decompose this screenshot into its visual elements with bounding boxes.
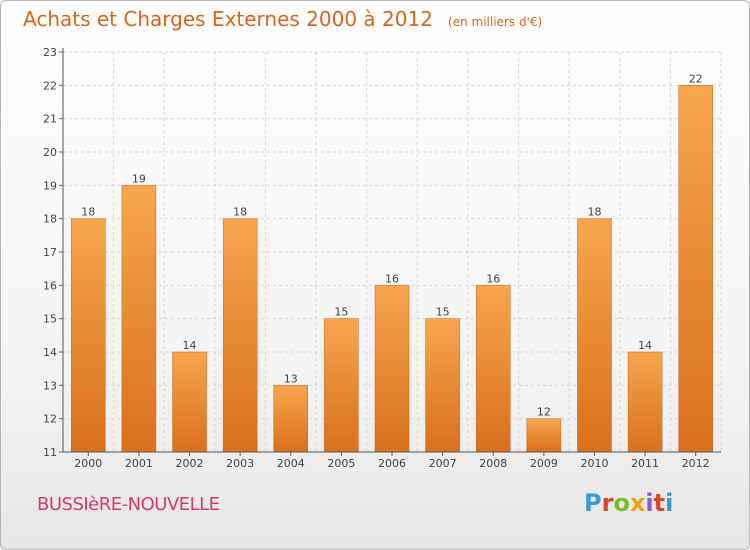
bar-2005 — [324, 318, 359, 453]
x-tick-label: 2011 — [631, 457, 659, 470]
title-row: Achats et Charges Externes 2000 à 2012 (… — [23, 7, 542, 31]
bar-value-label: 16 — [385, 272, 399, 285]
bars: 18 19 14 18 13 15 16 15 16 12 18 14 22 — [71, 72, 713, 453]
y-tick-label: 22 — [43, 79, 57, 92]
chart-title: Achats et Charges Externes 2000 à 2012 — [23, 7, 433, 31]
y-tick-label: 18 — [43, 213, 57, 226]
bar-2008 — [475, 285, 511, 453]
bar-2004 — [273, 385, 309, 453]
commune-name: BUSSIèRE-NOUVELLE — [37, 494, 220, 515]
y-tick-label: 21 — [43, 113, 57, 126]
y-tick-label: 17 — [43, 246, 57, 259]
bar-2000 — [71, 218, 106, 453]
bar-2006 — [374, 285, 410, 453]
bar-value-label: 22 — [689, 72, 703, 85]
bar-value-label: 14 — [638, 339, 652, 352]
y-tick-label: 15 — [43, 313, 57, 326]
bar-value-label: 13 — [284, 372, 298, 385]
y-tick-label: 23 — [43, 46, 57, 59]
bar-value-label: 14 — [183, 339, 197, 352]
bar-value-label: 15 — [334, 306, 348, 319]
x-tick-label: 2004 — [277, 457, 305, 470]
x-tick-label: 2006 — [378, 457, 406, 470]
y-tick-label: 12 — [43, 413, 57, 426]
y-tick-label: 14 — [43, 346, 57, 359]
x-tick-label: 2003 — [226, 457, 254, 470]
chart-unit: (en milliers d'€) — [448, 15, 543, 29]
y-tick-label: 13 — [43, 379, 57, 392]
proxiti-logo[interactable]: Proxiti — [584, 489, 673, 517]
bar-value-label: 16 — [486, 272, 500, 285]
logo-letter: P — [584, 489, 602, 517]
bar-2011 — [627, 351, 663, 453]
bar-value-label: 12 — [537, 406, 551, 419]
logo-letter: o — [613, 489, 630, 517]
logo-letter: x — [629, 489, 646, 517]
x-tick-label: 2012 — [682, 457, 710, 470]
bar-2002 — [172, 351, 207, 453]
x-tick-label: 2007 — [429, 457, 457, 470]
y-tick-label: 16 — [43, 279, 57, 292]
x-tick-label: 2008 — [479, 457, 507, 470]
x-tick-label: 2000 — [74, 457, 102, 470]
x-tick-label: 2001 — [125, 457, 153, 470]
y-tick-label: 20 — [43, 146, 57, 159]
bar-value-label: 15 — [436, 306, 450, 319]
y-tick-label: 11 — [43, 446, 57, 459]
bar-2003 — [222, 218, 258, 453]
logo-letter: r — [601, 489, 614, 517]
bar-2012 — [678, 85, 713, 453]
bar-value-label: 18 — [81, 206, 95, 219]
x-tick-label: 2009 — [530, 457, 558, 470]
bar-2010 — [577, 218, 612, 453]
bar-value-label: 18 — [587, 206, 601, 219]
x-tick-label: 2005 — [327, 457, 355, 470]
logo-letter: i — [645, 489, 654, 517]
bar-2007 — [425, 318, 460, 453]
bar-value-label: 18 — [233, 206, 247, 219]
x-tick-label: 2002 — [176, 457, 204, 470]
y-tick-label: 19 — [43, 179, 57, 192]
logo-letter: t — [653, 489, 666, 517]
bar-2001 — [121, 185, 157, 453]
bar-2009 — [526, 418, 562, 453]
x-tick-label: 2010 — [580, 457, 608, 470]
bar-value-label: 19 — [132, 172, 146, 185]
logo-letter: i — [665, 489, 674, 517]
axes: 11 12 13 14 15 16 17 18 19 20 21 22 23 2000 2001 2002 20… — [43, 46, 721, 470]
